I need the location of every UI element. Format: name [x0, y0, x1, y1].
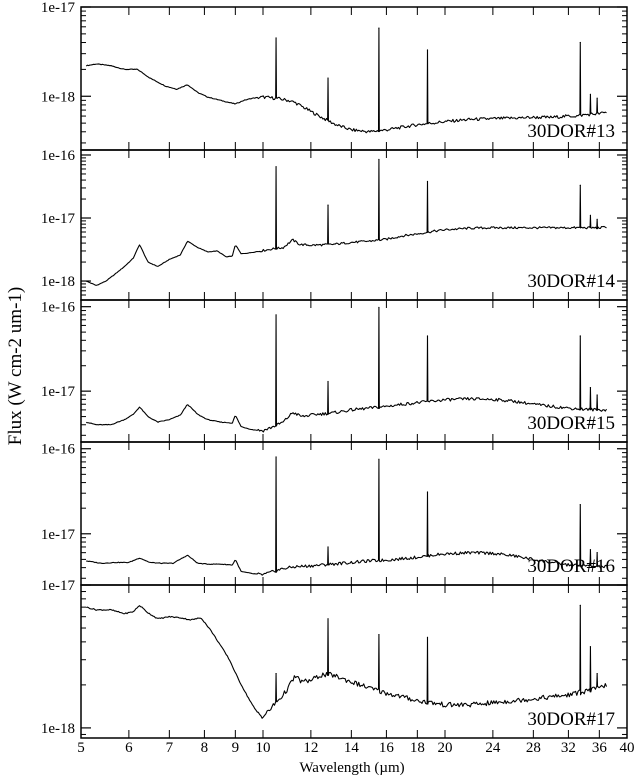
emission-line-peak — [589, 549, 592, 551]
emission-line-peak — [378, 458, 380, 460]
emission-line-peak — [327, 618, 329, 620]
emission-line-peak — [378, 27, 380, 29]
x-tick-label: 14 — [344, 740, 360, 756]
panel: 1e-16 1e-17 1e-18 30DOR#14 — [41, 148, 628, 301]
y-tick-label: 1e-18 — [41, 274, 75, 290]
emission-line-peak — [275, 37, 277, 39]
x-tick-label: 12 — [303, 740, 318, 756]
panel-label: 30DOR#14 — [527, 271, 615, 292]
y-tick-label: 1e-18 — [41, 721, 75, 737]
x-tick-label: 9 — [232, 740, 240, 756]
y-tick-label: 1e-17 — [41, 384, 76, 400]
emission-line-peak — [327, 77, 329, 79]
x-tick-label: 16 — [379, 740, 395, 756]
emission-line-peak — [426, 49, 429, 51]
panel: 1e-16 1e-17 30DOR#16 — [41, 441, 628, 586]
spectrum-line — [85, 27, 607, 134]
emission-line-peak — [596, 97, 598, 99]
y-tick-label: 1e-16 — [41, 442, 76, 458]
panel-label: 30DOR#17 — [527, 709, 615, 730]
spectrum-line — [86, 604, 608, 719]
x-tick-label: 10 — [256, 740, 271, 756]
x-tick-label: 36 — [592, 740, 608, 756]
emission-line-peak — [426, 335, 429, 337]
panel-frame — [80, 584, 628, 739]
x-tick-label: 6 — [125, 740, 133, 756]
y-tick-label: 1e-18 — [41, 89, 75, 105]
panel-stack: 1e-17 1e-18 30DOR#13 1e-16 1e-17 1e-18 30DOR#1… — [41, 0, 628, 739]
emission-line-peak — [589, 214, 592, 216]
emission-line-peak — [327, 546, 329, 548]
x-axis-label: Wavelength (µm) — [299, 760, 404, 776]
y-tick-label: 1e-17 — [41, 0, 76, 16]
y-tick-label: 1e-17 — [41, 211, 76, 227]
emission-line-peak — [589, 646, 592, 648]
spectrum-line — [86, 306, 607, 433]
emission-line-peak — [596, 552, 598, 554]
emission-line-peak — [378, 306, 380, 309]
spectrum-line — [86, 158, 607, 286]
emission-line-peak — [596, 394, 598, 396]
x-tick-label: 40 — [620, 740, 635, 756]
emission-line-peak — [596, 218, 598, 221]
x-tick-label: 24 — [485, 740, 501, 756]
y-tick-label: 1e-17 — [41, 578, 76, 594]
x-axis-ticks: 5 6 7 8 9 10 12 14 16 18 20 24 28 32 36 40 — [77, 740, 634, 756]
panel-label: 30DOR#16 — [527, 556, 615, 577]
y-axis-label: Flux (W cm-2 um-1) — [5, 287, 26, 446]
panel-label: 30DOR#13 — [527, 121, 615, 142]
emission-line-peak — [426, 491, 429, 493]
emission-line-peak — [275, 166, 277, 168]
emission-line-peak — [589, 387, 592, 389]
emission-line-peak — [596, 672, 598, 675]
emission-line-peak — [275, 456, 277, 458]
panel: 1e-17 1e-18 30DOR#17 — [41, 578, 628, 739]
emission-line-peak — [589, 93, 592, 95]
emission-line-peak — [579, 335, 581, 337]
x-tick-label: 5 — [77, 740, 85, 756]
emission-line-peak — [378, 158, 380, 161]
spectrum-line — [86, 456, 607, 576]
emission-line-peak — [579, 41, 581, 44]
x-tick-label: 20 — [438, 740, 453, 756]
emission-line-peak — [378, 633, 380, 636]
x-tick-label: 28 — [526, 740, 541, 756]
emission-line-peak — [327, 380, 329, 383]
emission-line-peak — [579, 604, 581, 606]
emission-line-peak — [426, 180, 429, 183]
panel: 1e-17 1e-18 30DOR#13 — [41, 0, 628, 151]
emission-line-peak — [579, 184, 581, 186]
emission-line-peak — [579, 504, 581, 506]
panel-label: 30DOR#15 — [527, 413, 615, 434]
x-tick-label: 7 — [166, 740, 174, 756]
emission-line-peak — [275, 314, 277, 316]
panel: 1e-16 1e-17 30DOR#15 — [41, 299, 628, 443]
emission-line-peak — [327, 204, 329, 206]
y-tick-label: 1e-16 — [41, 148, 76, 164]
y-tick-label: 1e-17 — [41, 527, 76, 543]
y-tick-label: 1e-16 — [41, 300, 76, 316]
x-tick-label: 18 — [410, 740, 425, 756]
x-tick-label: 8 — [201, 740, 209, 756]
emission-line-peak — [426, 636, 429, 638]
x-tick-label: 32 — [561, 740, 576, 756]
emission-line-peak — [275, 672, 277, 675]
